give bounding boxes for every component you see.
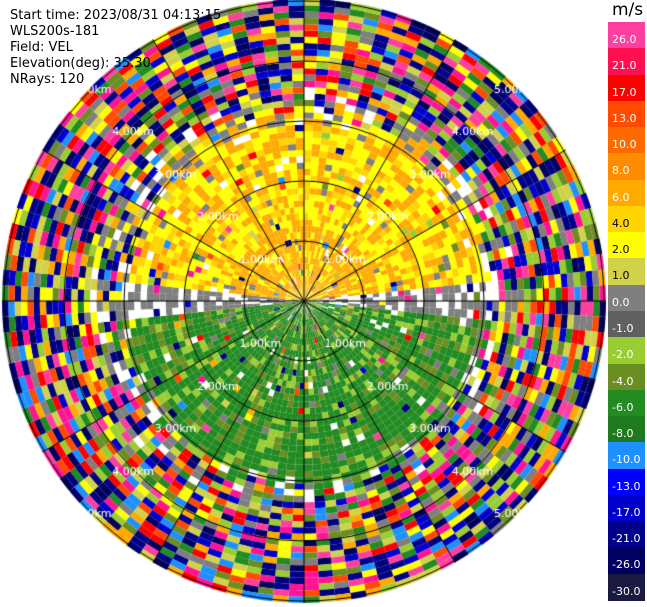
colorbar-segment [608, 127, 645, 155]
colorbar-segment [608, 494, 645, 523]
elevation-label: Elevation(deg): 35.30 [10, 56, 151, 71]
colorbar-tick-label: 0.0 [612, 295, 630, 309]
colorbar-segment [608, 337, 645, 365]
colorbar-tick-label: 8.0 [612, 164, 630, 178]
colorbar-tick-label: 1.0 [612, 269, 630, 283]
start-time-label: Start time: 2023/08/31 04:13:15 [10, 8, 222, 23]
colorbar-tick-label: -13.0 [612, 479, 641, 493]
colorbar-segment [608, 22, 645, 50]
colorbar-segment [608, 232, 645, 260]
colorbar-segment [608, 363, 645, 391]
colorbar-segment [608, 153, 645, 181]
colorbar-tick-label: 21.0 [612, 59, 637, 73]
colorbar-tick-label: 2.0 [612, 243, 630, 257]
colorbar-segment [608, 284, 645, 312]
radar-ppi-plot [0, 0, 608, 607]
colorbar-tick-label: -4.0 [612, 374, 634, 388]
colorbar-segment [608, 521, 645, 549]
colorbar-tick-label: 26.0 [612, 33, 637, 46]
colorbar-tick-label: -6.0 [612, 400, 634, 414]
instrument-label: WLS200s-181 [10, 24, 100, 39]
colorbar-tick-label: 10.0 [612, 138, 637, 152]
nrays-label: NRays: 120 [10, 72, 85, 87]
colorbar-tick-label: -10.0 [612, 453, 641, 467]
colorbar-tick-label: -30.0 [612, 584, 641, 598]
colorbar-segment [608, 179, 645, 207]
colorbar-unit-label: m/s [612, 0, 644, 20]
field-label: Field: VEL [10, 40, 73, 55]
colorbar-segment [608, 311, 645, 339]
colorbar-tick-label: 17.0 [612, 85, 637, 99]
colorbar-segment [608, 416, 645, 444]
colorbar-tick-label: 4.0 [612, 216, 630, 230]
colorbar-segment [608, 389, 645, 418]
colorbar-tick-label: -17.0 [612, 505, 641, 519]
colorbar-segment [608, 100, 645, 129]
colorbar-segment [608, 442, 645, 470]
colorbar-tick-label: 13.0 [612, 111, 637, 125]
colorbar-tick-label: -21.0 [612, 532, 641, 546]
colorbar-segment [608, 547, 645, 575]
colorbar-segment [608, 48, 645, 76]
colorbar-tick-label: 6.0 [612, 190, 630, 204]
colorbar-tick-label: -2.0 [612, 348, 634, 362]
colorbar-tick-label: -26.0 [612, 558, 641, 572]
colorbar-segment [608, 205, 645, 234]
colorbar-segment [608, 468, 645, 496]
colorbar-tick-label: -1.0 [612, 322, 634, 335]
colorbar-segment [608, 74, 645, 102]
colorbar-segment [608, 573, 645, 601]
colorbar-segment [608, 258, 645, 286]
colorbar-tick-label: -8.0 [612, 427, 634, 441]
